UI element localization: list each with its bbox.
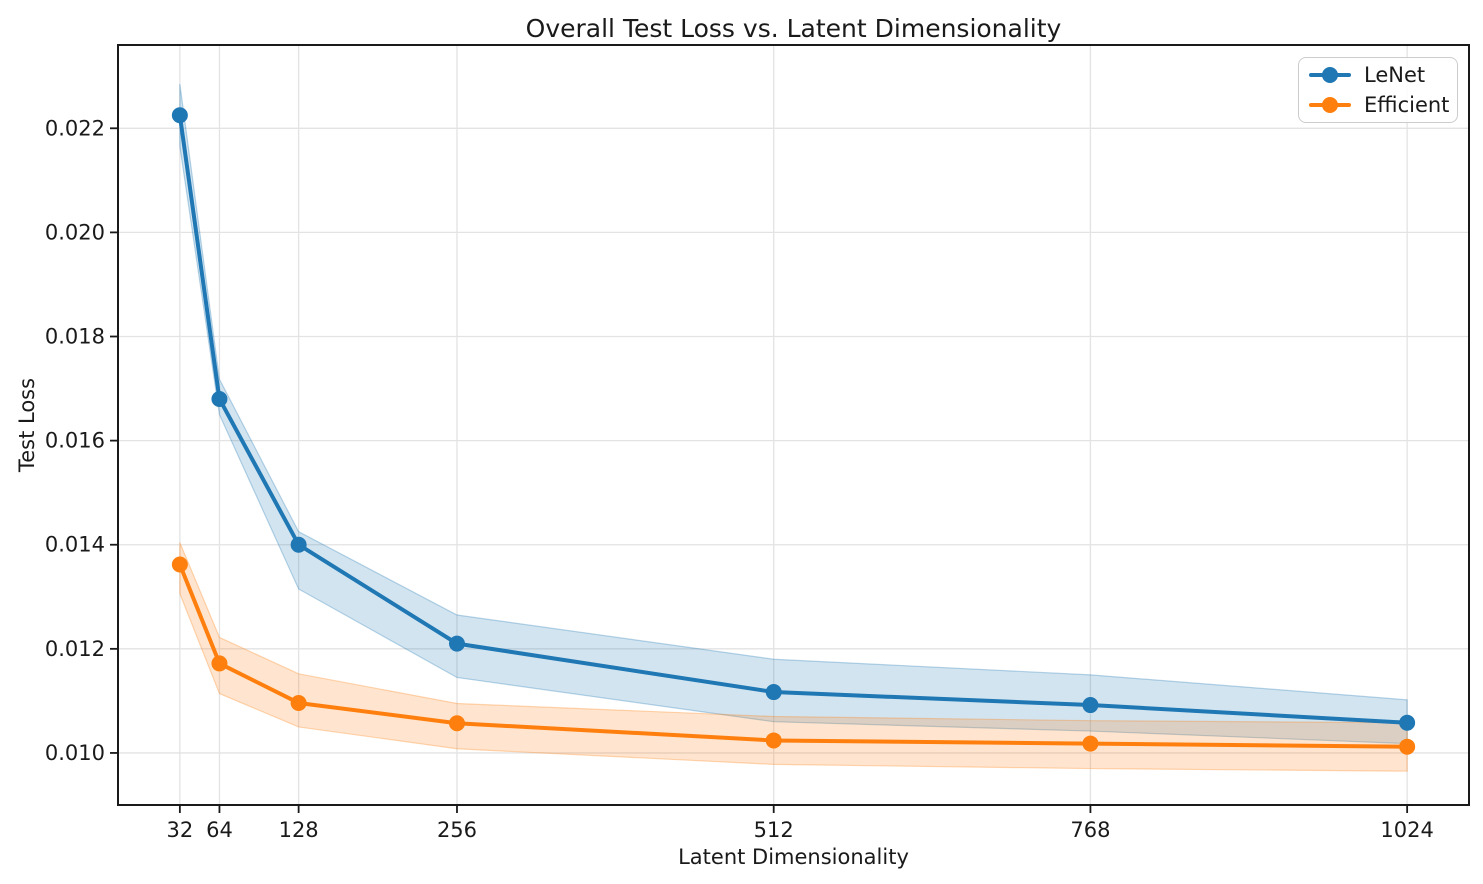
y-tick-label-0.010: 0.010 bbox=[45, 741, 105, 765]
marker-efficient-256 bbox=[448, 715, 465, 732]
marker-lenet-1024 bbox=[1399, 714, 1416, 731]
marker-lenet-32 bbox=[171, 107, 188, 124]
marker-efficient-128 bbox=[290, 694, 307, 711]
confidence-band-efficient bbox=[179, 542, 1408, 772]
x-tick-label-512: 512 bbox=[754, 818, 794, 842]
marker-efficient-32 bbox=[171, 556, 188, 573]
marker-lenet-256 bbox=[448, 635, 465, 652]
marker-lenet-768 bbox=[1082, 697, 1099, 714]
plot-area bbox=[118, 45, 1469, 805]
lenet-line-marker-icon bbox=[1309, 67, 1351, 83]
marker-lenet-64 bbox=[211, 390, 228, 407]
legend-label-lenet: LeNet bbox=[1364, 63, 1426, 87]
marker-efficient-64 bbox=[211, 655, 228, 672]
y-tick-label-0.022: 0.022 bbox=[45, 116, 105, 140]
marker-efficient-512 bbox=[765, 732, 782, 749]
legend: LeNet Efficient bbox=[1298, 57, 1458, 123]
marker-lenet-128 bbox=[290, 536, 307, 553]
efficient-line-marker-icon bbox=[1309, 97, 1351, 113]
legend-item-lenet: LeNet bbox=[1308, 60, 1457, 90]
y-tick-label-0.018: 0.018 bbox=[45, 325, 105, 349]
chart-title: Overall Test Loss vs. Latent Dimensional… bbox=[525, 14, 1062, 43]
legend-item-efficient: Efficient bbox=[1308, 90, 1457, 120]
x-tick-label-768: 768 bbox=[1070, 818, 1110, 842]
y-tick-label-0.012: 0.012 bbox=[45, 637, 105, 661]
x-tick-label-1024: 1024 bbox=[1380, 818, 1433, 842]
marker-efficient-768 bbox=[1082, 735, 1099, 752]
x-axis-label: Latent Dimensionality bbox=[678, 845, 909, 869]
x-tick-label-64: 64 bbox=[206, 818, 233, 842]
y-axis-label: Test Loss bbox=[15, 377, 39, 473]
x-tick-label-128: 128 bbox=[279, 818, 319, 842]
legend-label-efficient: Efficient bbox=[1364, 93, 1450, 117]
x-tick-label-32: 32 bbox=[166, 818, 193, 842]
x-tick-label-256: 256 bbox=[437, 818, 477, 842]
plot-border bbox=[117, 44, 1470, 806]
y-tick-label-0.016: 0.016 bbox=[45, 429, 105, 453]
marker-lenet-512 bbox=[765, 684, 782, 701]
y-tick-label-0.020: 0.020 bbox=[45, 220, 105, 244]
marker-efficient-1024 bbox=[1399, 738, 1416, 755]
y-tick-label-0.014: 0.014 bbox=[45, 533, 105, 557]
